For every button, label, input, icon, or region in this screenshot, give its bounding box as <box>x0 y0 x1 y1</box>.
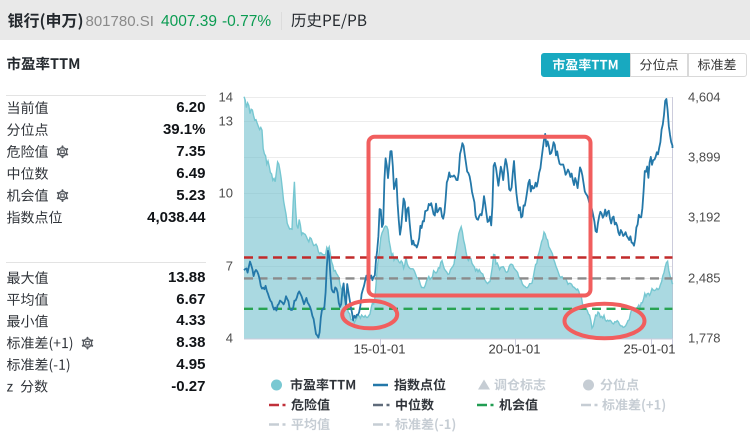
svg-text:3,899: 3,899 <box>688 150 721 165</box>
svg-text:2,485: 2,485 <box>688 271 721 286</box>
svg-text:1,778: 1,778 <box>688 331 721 346</box>
svg-text:15-01-01: 15-01-01 <box>353 342 405 357</box>
svg-text:20-01-01: 20-01-01 <box>488 342 540 357</box>
svg-text:25-01-01: 25-01-01 <box>623 342 675 357</box>
svg-text:4,604: 4,604 <box>688 90 721 105</box>
svg-text:14: 14 <box>219 90 233 105</box>
svg-text:10: 10 <box>219 186 233 201</box>
svg-text:4: 4 <box>226 331 233 346</box>
svg-text:7: 7 <box>226 259 233 274</box>
svg-text:3,192: 3,192 <box>688 210 721 225</box>
svg-text:13: 13 <box>219 114 233 129</box>
